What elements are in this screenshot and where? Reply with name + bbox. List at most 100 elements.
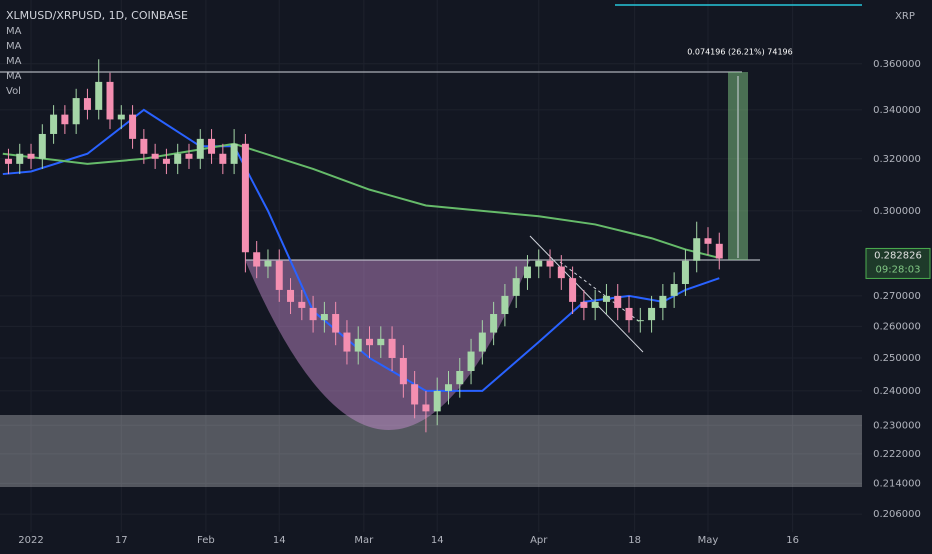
candle-body [625, 307, 633, 321]
candle-body [648, 307, 656, 321]
candle-body [467, 351, 475, 371]
candle-body [117, 114, 125, 120]
candle-body [264, 260, 272, 267]
time-axis [0, 532, 932, 550]
candle-body [298, 301, 306, 308]
candle-body [490, 314, 498, 333]
candle-body [523, 266, 531, 279]
candle-body [230, 143, 238, 164]
candle-body [580, 301, 588, 308]
candle-body [16, 153, 24, 164]
y-tick-label: 0.300000 [873, 206, 921, 217]
candle-body [83, 98, 91, 110]
candle-body [377, 338, 385, 346]
candle-body [185, 153, 193, 159]
indicator: MA [6, 56, 22, 67]
candle-body [38, 133, 46, 159]
axes: 0.360000 0.340000 0.320000 0.300000 0.270000… [18, 59, 931, 546]
y-tick-label: 0.214000 [873, 478, 921, 489]
candle-body [636, 320, 644, 322]
y-tick-label: 0.260000 [873, 321, 921, 332]
candle-body [422, 404, 430, 412]
candle-body [693, 238, 701, 261]
candle-body [275, 260, 283, 290]
currency: XRP [895, 11, 915, 22]
candle-body [50, 114, 58, 134]
y-tick-label: 0.222000 [873, 449, 921, 460]
indicator: MA [6, 26, 22, 37]
candle-body [535, 260, 543, 267]
candle-body [501, 295, 509, 315]
channel-mid [559, 261, 641, 323]
candle-body [219, 153, 227, 164]
candle-body [704, 238, 712, 244]
candle-body [411, 384, 419, 405]
candles [4, 59, 723, 433]
candle-body [95, 81, 103, 110]
candle-body [140, 138, 148, 154]
y-tick-label: 0.206000 [873, 509, 921, 520]
chart-title: XLMUSD/XRPUSD, 1D, COINBASE [6, 9, 188, 22]
candle-body [320, 314, 328, 321]
candle-body [151, 153, 159, 159]
y-tick-label: 0.250000 [873, 353, 921, 364]
candle-body [444, 384, 452, 391]
candle-body [162, 158, 170, 164]
candle-body [512, 278, 520, 296]
candle-body [343, 332, 351, 352]
y-tick-label: 0.360000 [873, 59, 921, 70]
channel-line [529, 235, 644, 353]
candle-body [72, 98, 80, 125]
candle-body [61, 114, 69, 125]
candle-body [591, 301, 599, 308]
y-tick-label: 0.240000 [873, 386, 921, 397]
candle-body [569, 278, 577, 302]
x-tick-label: 14 [273, 535, 286, 546]
candle-body [433, 390, 441, 412]
x-tick-label: Feb [197, 535, 215, 546]
y-tick-label: 0.320000 [873, 154, 921, 165]
cup-shape [245, 260, 530, 430]
countdown: 09:28:03 [876, 264, 921, 275]
last-price: 0.282826 [874, 250, 922, 261]
price-badge [865, 247, 931, 279]
candle-body [27, 153, 35, 159]
x-tick-label: 17 [115, 535, 128, 546]
measure-label: 0.074196 (26.21%) 74196 [687, 48, 792, 57]
y-tick-label: 0.270000 [873, 291, 921, 302]
x-tick-label: Apr [530, 535, 548, 546]
candle-body [546, 260, 554, 267]
candle-body [715, 243, 723, 259]
volume-zone [0, 415, 862, 487]
candle-body [332, 314, 340, 333]
x-tick-label: 14 [431, 535, 444, 546]
indicator: MA [6, 41, 22, 52]
candle-body [670, 284, 678, 296]
candle-body [253, 252, 261, 267]
candle-body [456, 370, 464, 385]
candle-body [196, 138, 204, 159]
candle-body [681, 260, 689, 285]
candle-body [614, 295, 622, 308]
candle-body [602, 295, 610, 302]
x-tick-label: 2022 [18, 535, 43, 546]
candle-body [478, 332, 486, 352]
x-tick-label: Mar [354, 535, 374, 546]
candle-body [366, 338, 374, 346]
candle-body [208, 138, 216, 154]
candle-body [399, 357, 407, 385]
candle-body [241, 143, 249, 253]
candle-body [174, 153, 182, 164]
x-tick-label: May [698, 535, 719, 546]
candle-body [4, 158, 12, 164]
indicator: Vol [6, 86, 21, 97]
candle-body [659, 295, 667, 308]
candle-body [287, 289, 295, 302]
indicator: MA [6, 71, 22, 82]
candle-body [354, 338, 362, 352]
candle-body [106, 81, 114, 120]
x-tick-label: 16 [786, 535, 799, 546]
